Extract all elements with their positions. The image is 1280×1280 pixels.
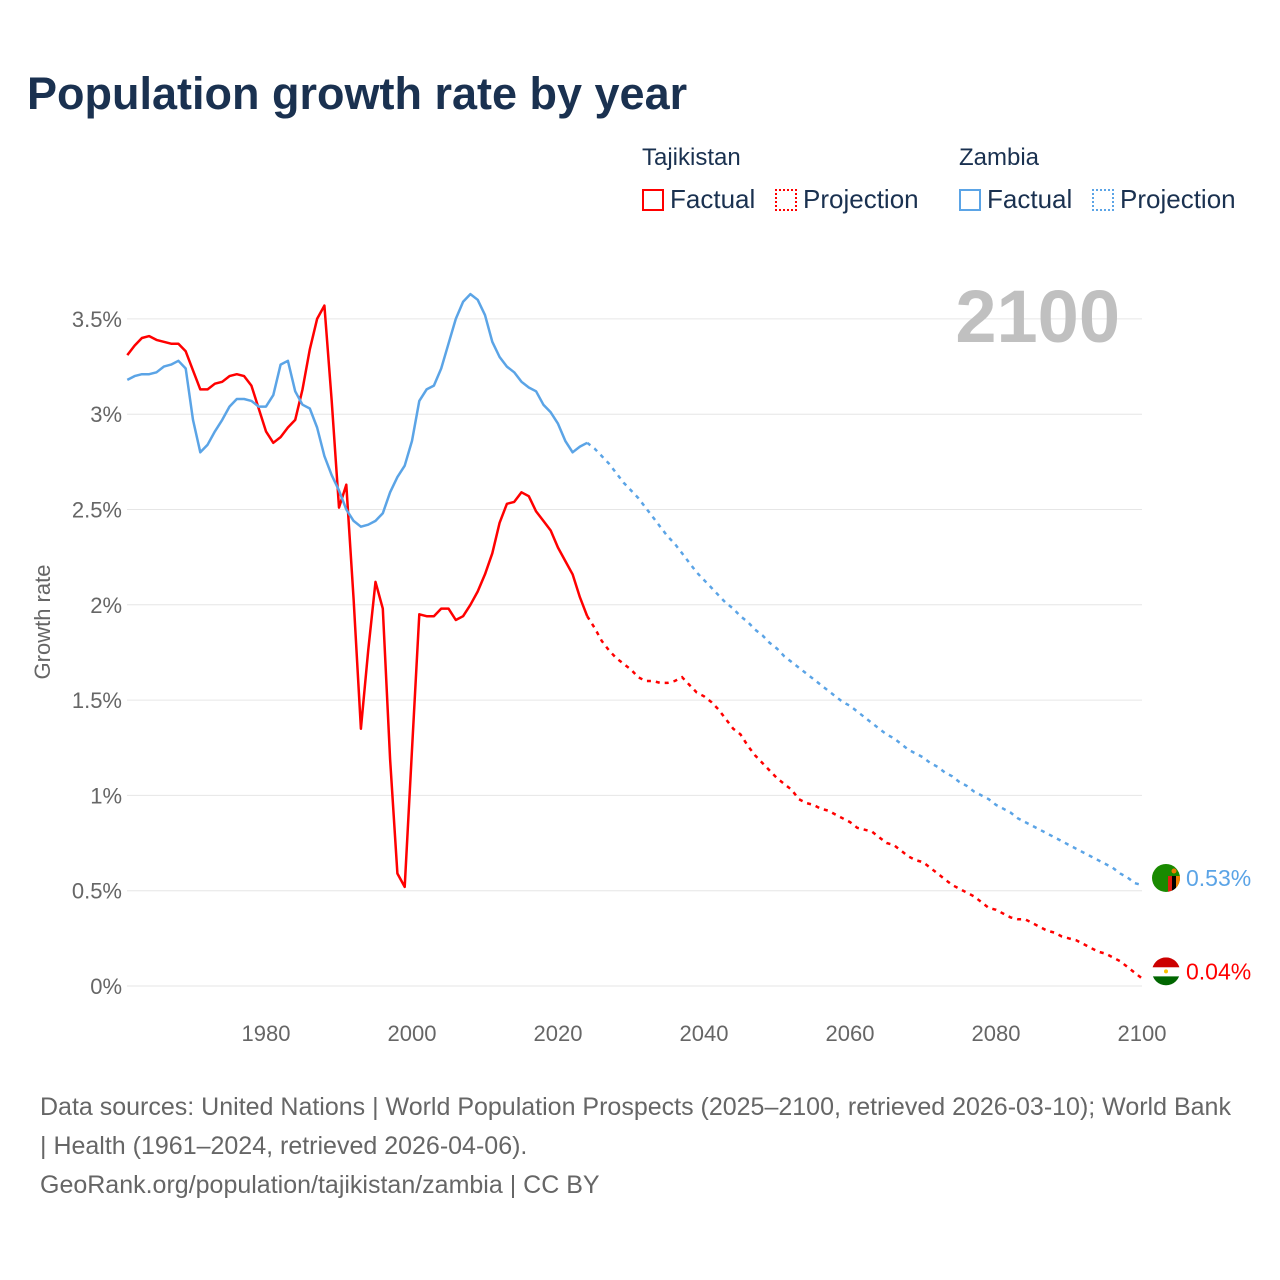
y-tick-label: 0% — [90, 974, 122, 999]
chart-title: Population growth rate by year — [27, 68, 688, 119]
line-tajikistan-projection — [586, 615, 1143, 980]
legend-label: Factual — [670, 184, 756, 214]
y-tick-label: 3.5% — [72, 307, 122, 332]
y-tick-label: 2% — [90, 593, 122, 618]
legend-tajikistan-factual[interactable]: Factual — [642, 184, 755, 215]
legend-label: Factual — [987, 184, 1073, 214]
end-value-label: 0.04% — [1186, 958, 1251, 984]
y-axis-label: Growth rate — [30, 565, 55, 680]
x-tick-label: 2000 — [388, 1021, 437, 1046]
line-zambia-factual — [126, 292, 588, 528]
end-value-label: 0.53% — [1186, 865, 1251, 891]
x-tick-label: 2020 — [534, 1021, 583, 1046]
legend-country-tajikistan: Tajikistan — [642, 144, 741, 171]
x-tick-label: 1980 — [242, 1021, 291, 1046]
year-label: 2100 — [955, 275, 1120, 358]
line-zambia-projection — [586, 441, 1143, 887]
y-tick-label: 3% — [90, 402, 122, 427]
line-tajikistan-factual — [126, 304, 589, 889]
x-tick-label: 2100 — [1118, 1021, 1167, 1046]
source-link[interactable]: GeoRank.org/population/tajikistan/zambia… — [40, 1171, 600, 1199]
legend-label: Projection — [803, 184, 919, 214]
legend-zambia-projection[interactable]: Projection — [1092, 184, 1236, 215]
footer: Data sources: United Nations | World Pop… — [40, 1088, 1240, 1205]
legend-swatch-solid — [642, 188, 664, 211]
data-sources: Data sources: United Nations | World Pop… — [40, 1093, 1231, 1160]
y-tick-label: 2.5% — [72, 498, 122, 523]
y-tick-label: 1.5% — [72, 688, 122, 713]
legend-label: Projection — [1120, 184, 1236, 214]
legend-swatch-dotted — [1092, 188, 1114, 211]
chart-area: 0% 0.5% 1% 1.5% 2% 2.5% 3% 3.5% 1980 2000 2020 2040… — [30, 275, 1251, 1046]
legend-zambia-factual[interactable]: Factual — [959, 184, 1072, 215]
y-tick-label: 1% — [90, 783, 122, 808]
x-tick-label: 2060 — [826, 1021, 875, 1046]
x-tick-label: 2080 — [972, 1021, 1021, 1046]
legend-tajikistan-projection[interactable]: Projection — [775, 184, 919, 215]
legend-swatch-solid — [959, 188, 981, 211]
legend-country-zambia: Zambia — [959, 144, 1040, 171]
tajikistan-flag-icon — [1152, 957, 1180, 986]
zambia-flag-icon — [1152, 863, 1180, 892]
y-tick-label: 0.5% — [72, 879, 122, 904]
legend-swatch-dotted — [775, 188, 797, 211]
x-tick-label: 2040 — [680, 1021, 729, 1046]
